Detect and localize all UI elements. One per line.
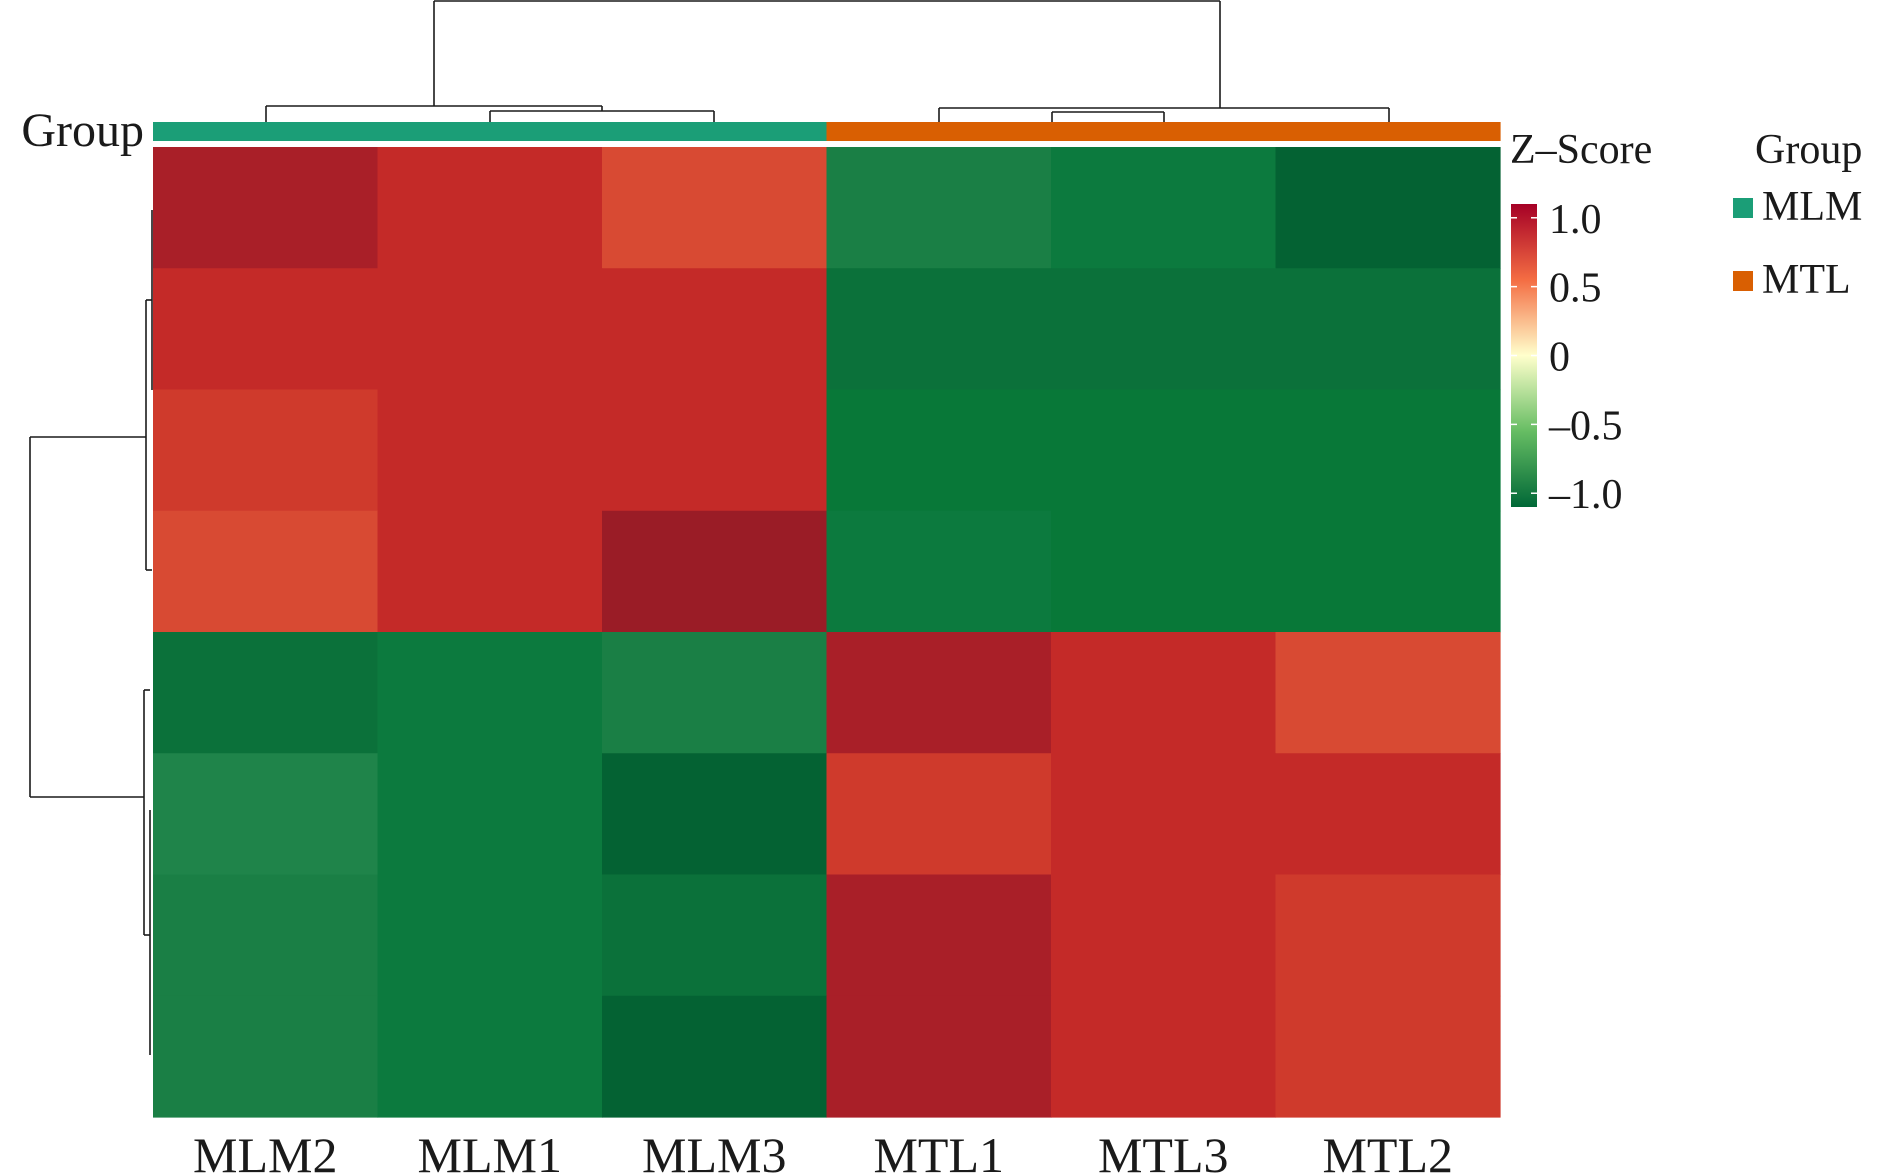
heatmap-cell [377, 753, 603, 876]
heatmap-cell [1275, 389, 1501, 512]
group-bar-segment [1275, 122, 1501, 141]
heatmap-cell [602, 510, 828, 633]
colorbar-tick-label: 0 [1549, 335, 1570, 381]
row-dendrogram [29, 210, 153, 1055]
column-dendrogram [265, 0, 1390, 123]
heatmap-cell [153, 753, 379, 876]
heatmap-cell [826, 510, 1052, 633]
legend-title: Group [1755, 127, 1862, 173]
group-bar-segment [153, 122, 379, 141]
heatmap-cell [1051, 874, 1277, 997]
heatmap-cells [153, 147, 1501, 1118]
legend-label: MLM [1762, 184, 1862, 230]
column-label: MTL2 [1322, 1127, 1453, 1175]
group-bar-segment [826, 122, 1052, 141]
heatmap-cell [377, 510, 603, 633]
heatmap-cell [602, 995, 828, 1118]
heatmap-cell [602, 753, 828, 876]
column-label: MLM2 [193, 1127, 337, 1175]
group-annotation-bar [153, 122, 1501, 141]
heatmap-cell [1051, 389, 1277, 512]
heatmap-cell [1275, 995, 1501, 1118]
heatmap-cell [826, 268, 1052, 391]
column-label: MLM1 [418, 1127, 562, 1175]
heatmap-cell [153, 389, 379, 512]
group-annotation-label: Group [21, 104, 144, 157]
heatmap-cell [602, 874, 828, 997]
heatmap-cell [1051, 632, 1277, 754]
heatmap-cell [1275, 632, 1501, 754]
heatmap-cell [1051, 995, 1277, 1118]
heatmap-cell [153, 632, 379, 754]
heatmap-cell [377, 995, 603, 1118]
heatmap-cell [826, 632, 1052, 754]
heatmap-cell [1051, 753, 1277, 876]
legend-swatch [1733, 271, 1753, 291]
heatmap-cell [377, 147, 603, 269]
heatmap-cell [826, 753, 1052, 876]
heatmap-cell [377, 874, 603, 997]
heatmap-cell [1275, 510, 1501, 633]
heatmap-cell [153, 995, 379, 1118]
colorbar-tick-label: 1.0 [1549, 197, 1602, 243]
heatmap-cell [826, 389, 1052, 512]
heatmap-cell [602, 389, 828, 512]
heatmap-cell [1275, 753, 1501, 876]
heatmap-cell [1051, 147, 1277, 269]
heatmap-cell [602, 147, 828, 269]
column-label: MTL3 [1098, 1127, 1229, 1175]
heatmap-cell [1051, 268, 1277, 391]
heatmap-cell [602, 632, 828, 754]
group-legend: MLM MTL [1733, 184, 1862, 303]
heatmap-cell [826, 147, 1052, 269]
heatmap-cell [1275, 147, 1501, 269]
heatmap-cell [377, 632, 603, 754]
heatmap-cell [1275, 874, 1501, 997]
heatmap-cell [153, 510, 379, 633]
heatmap-cell [826, 874, 1052, 997]
heatmap-cell [1051, 510, 1277, 633]
heatmap-cell [377, 268, 603, 391]
column-label: MLM3 [642, 1127, 786, 1175]
legend-label: MTL [1762, 257, 1851, 303]
heatmap-cell [153, 147, 379, 269]
colorbar-tick-label: –1.0 [1548, 472, 1623, 518]
heatmap-cell [153, 268, 379, 391]
heatmap-cell [1275, 268, 1501, 391]
group-bar-segment [1051, 122, 1277, 141]
colorbar-tick-label: 0.5 [1549, 266, 1602, 312]
group-bar-segment [602, 122, 828, 141]
heatmap-cell [602, 268, 828, 391]
column-labels: MLM2 MLM1 MLM3 MTL1 MTL3 MTL2 [193, 1127, 1453, 1175]
group-bar-segment [377, 122, 603, 141]
colorbar-title: Z–Score [1510, 127, 1652, 173]
legend-swatch [1733, 198, 1753, 218]
colorbar-tick-label: –0.5 [1548, 403, 1623, 449]
heatmap-cell [377, 389, 603, 512]
heatmap-cell [826, 995, 1052, 1118]
heatmap-cell [153, 874, 379, 997]
colorbar-ticks: 1.0 0.5 0 –0.5 –1.0 [1511, 197, 1623, 518]
column-label: MTL1 [873, 1127, 1004, 1175]
